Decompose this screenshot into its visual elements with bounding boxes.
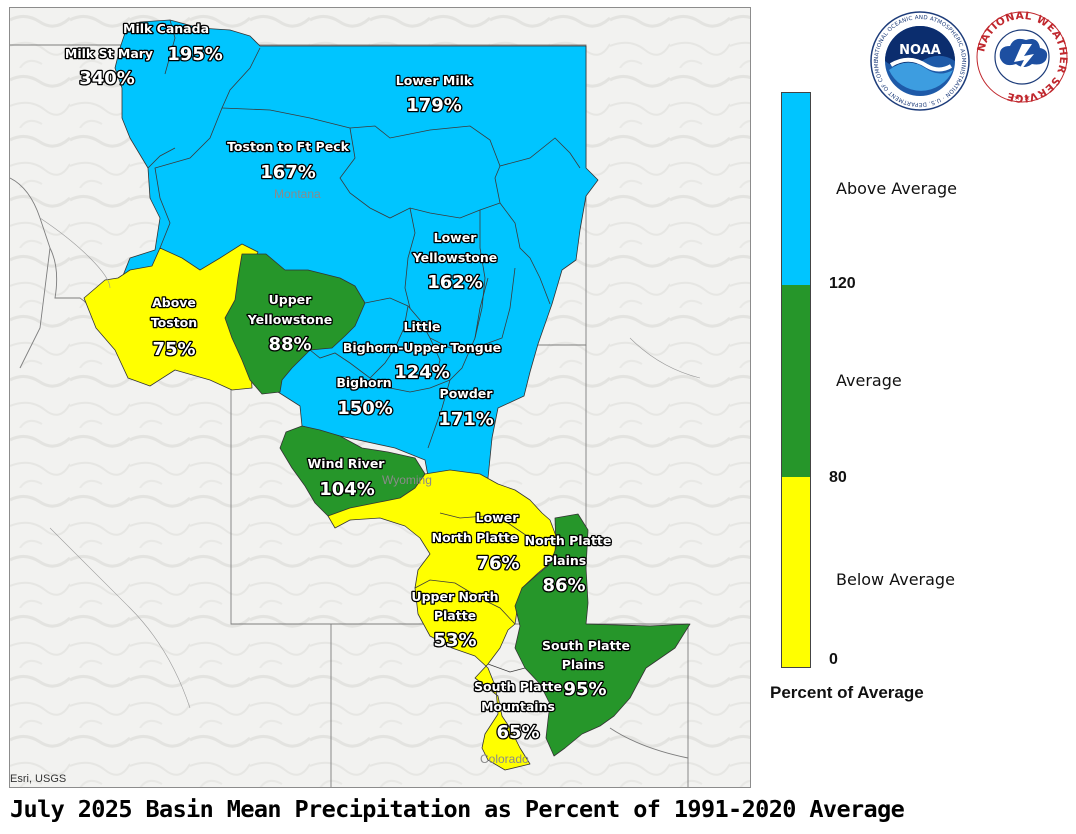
basin-pct-toston-ft-peck: 167%	[260, 162, 316, 183]
basin-name-upper-north-platte-1: Upper North	[411, 589, 498, 604]
basin-labels: Milk Canada 195% Milk St Mary 340% Lower…	[64, 20, 632, 745]
legend-swatch-below	[782, 477, 810, 667]
legend-color-bar	[781, 92, 811, 668]
basin-name-milk-st-mary: Milk St Mary	[65, 46, 153, 61]
basin-name-powder: Powder	[440, 386, 494, 401]
basin-average-southeast[interactable]	[514, 513, 691, 757]
map-attribution: Esri, USGS	[10, 773, 67, 785]
state-label-montana: Montana	[274, 187, 321, 201]
basin-name-little-bighorn-2: Bighorn-Upper Tongue	[343, 340, 501, 355]
basin-name-milk-canada: Milk Canada	[123, 21, 209, 36]
noaa-logo: NATIONAL OCEANIC AND ATMOSPHERIC ADMINIS…	[869, 10, 970, 111]
basin-name-south-platte-plains-2: Plains	[562, 657, 605, 672]
basin-divides	[147, 19, 581, 673]
basin-name-toston-ft-peck: Toston to Ft Peck	[227, 139, 350, 154]
basin-pct-south-platte-mountains: 65%	[496, 722, 539, 743]
legend-title: Percent of Average	[770, 683, 924, 702]
basin-average-north[interactable]	[224, 253, 366, 395]
basin-name-above-toston-2: Toston	[151, 315, 197, 330]
legend-label-average: Average	[836, 371, 902, 390]
basin-pct-wind-river: 104%	[319, 479, 375, 500]
legend-break-0: 0	[829, 651, 838, 668]
basin-pct-above-toston: 75%	[152, 339, 195, 360]
svg-text:★ ★: ★ ★	[1014, 93, 1031, 102]
basin-pct-upper-north-platte: 53%	[433, 630, 476, 651]
basin-name-wind-river: Wind River	[308, 456, 386, 471]
basin-pct-south-platte-plains: 95%	[563, 679, 606, 700]
basin-name-south-platte-mountains-1: South Platte	[474, 679, 562, 694]
basin-pct-milk-st-mary: 340%	[79, 68, 135, 89]
basin-name-little-bighorn-1: Little	[404, 319, 441, 334]
state-label-wyoming: Wyoming	[382, 473, 432, 487]
basin-name-upper-yellowstone-2: Yellowstone	[247, 312, 332, 327]
state-label-colorado: Colorado	[480, 752, 529, 766]
basin-pct-upper-yellowstone: 88%	[268, 334, 311, 355]
map-frame[interactable]: Montana Wyoming Colorado Milk Canada 195…	[9, 7, 751, 788]
legend-swatch-average	[782, 285, 810, 477]
basin-name-lower-yellowstone-2: Yellowstone	[412, 250, 497, 265]
basin-pct-lower-milk: 179%	[406, 95, 462, 116]
legend-break-80: 80	[829, 469, 847, 486]
basin-pct-powder: 171%	[438, 409, 494, 430]
basin-name-south-platte-plains-1: South Platte	[542, 638, 630, 653]
legend-label-below: Below Average	[836, 570, 955, 589]
basin-name-above-toston-1: Above	[152, 295, 196, 310]
basin-pct-lower-yellowstone: 162%	[427, 272, 483, 293]
basin-name-lower-north-platte-1: Lower	[476, 510, 520, 525]
basin-pct-little-bighorn: 124%	[394, 362, 450, 383]
basin-name-upper-north-platte-2: Platte	[434, 608, 476, 623]
streams	[39, 217, 701, 709]
page-title: July 2025 Basin Mean Precipitation as Pe…	[10, 795, 905, 823]
basin-pct-bighorn: 150%	[337, 398, 393, 419]
basin-name-upper-yellowstone-1: Upper	[269, 292, 313, 307]
basin-name-south-platte-mountains-2: Mountains	[481, 699, 555, 714]
basin-name-lower-yellowstone-1: Lower	[434, 230, 478, 245]
noaa-text: NOAA	[899, 43, 941, 58]
basin-polygons	[83, 19, 691, 771]
basin-above-average-region[interactable]	[101, 19, 599, 479]
legend-label-above: Above Average	[836, 179, 957, 198]
nws-logo: NATIONAL WEATHER SERVICE ★ ★	[976, 10, 1068, 104]
basin-pct-lower-north-platte: 76%	[476, 553, 519, 574]
basin-pct-north-platte-plains: 86%	[542, 575, 585, 596]
basin-name-north-platte-plains-1: North Platte	[525, 533, 612, 548]
basin-name-north-platte-plains-2: Plains	[544, 553, 587, 568]
basin-name-lower-north-platte-2: North Platte	[432, 530, 519, 545]
legend-break-120: 120	[829, 275, 856, 292]
basin-map[interactable]: Montana Wyoming Colorado Milk Canada 195…	[10, 8, 750, 787]
basin-name-lower-milk: Lower Milk	[396, 73, 473, 88]
basin-pct-milk-canada: 195%	[167, 44, 223, 65]
basin-name-bighorn: Bighorn	[336, 375, 391, 390]
legend-swatch-above	[782, 93, 810, 285]
